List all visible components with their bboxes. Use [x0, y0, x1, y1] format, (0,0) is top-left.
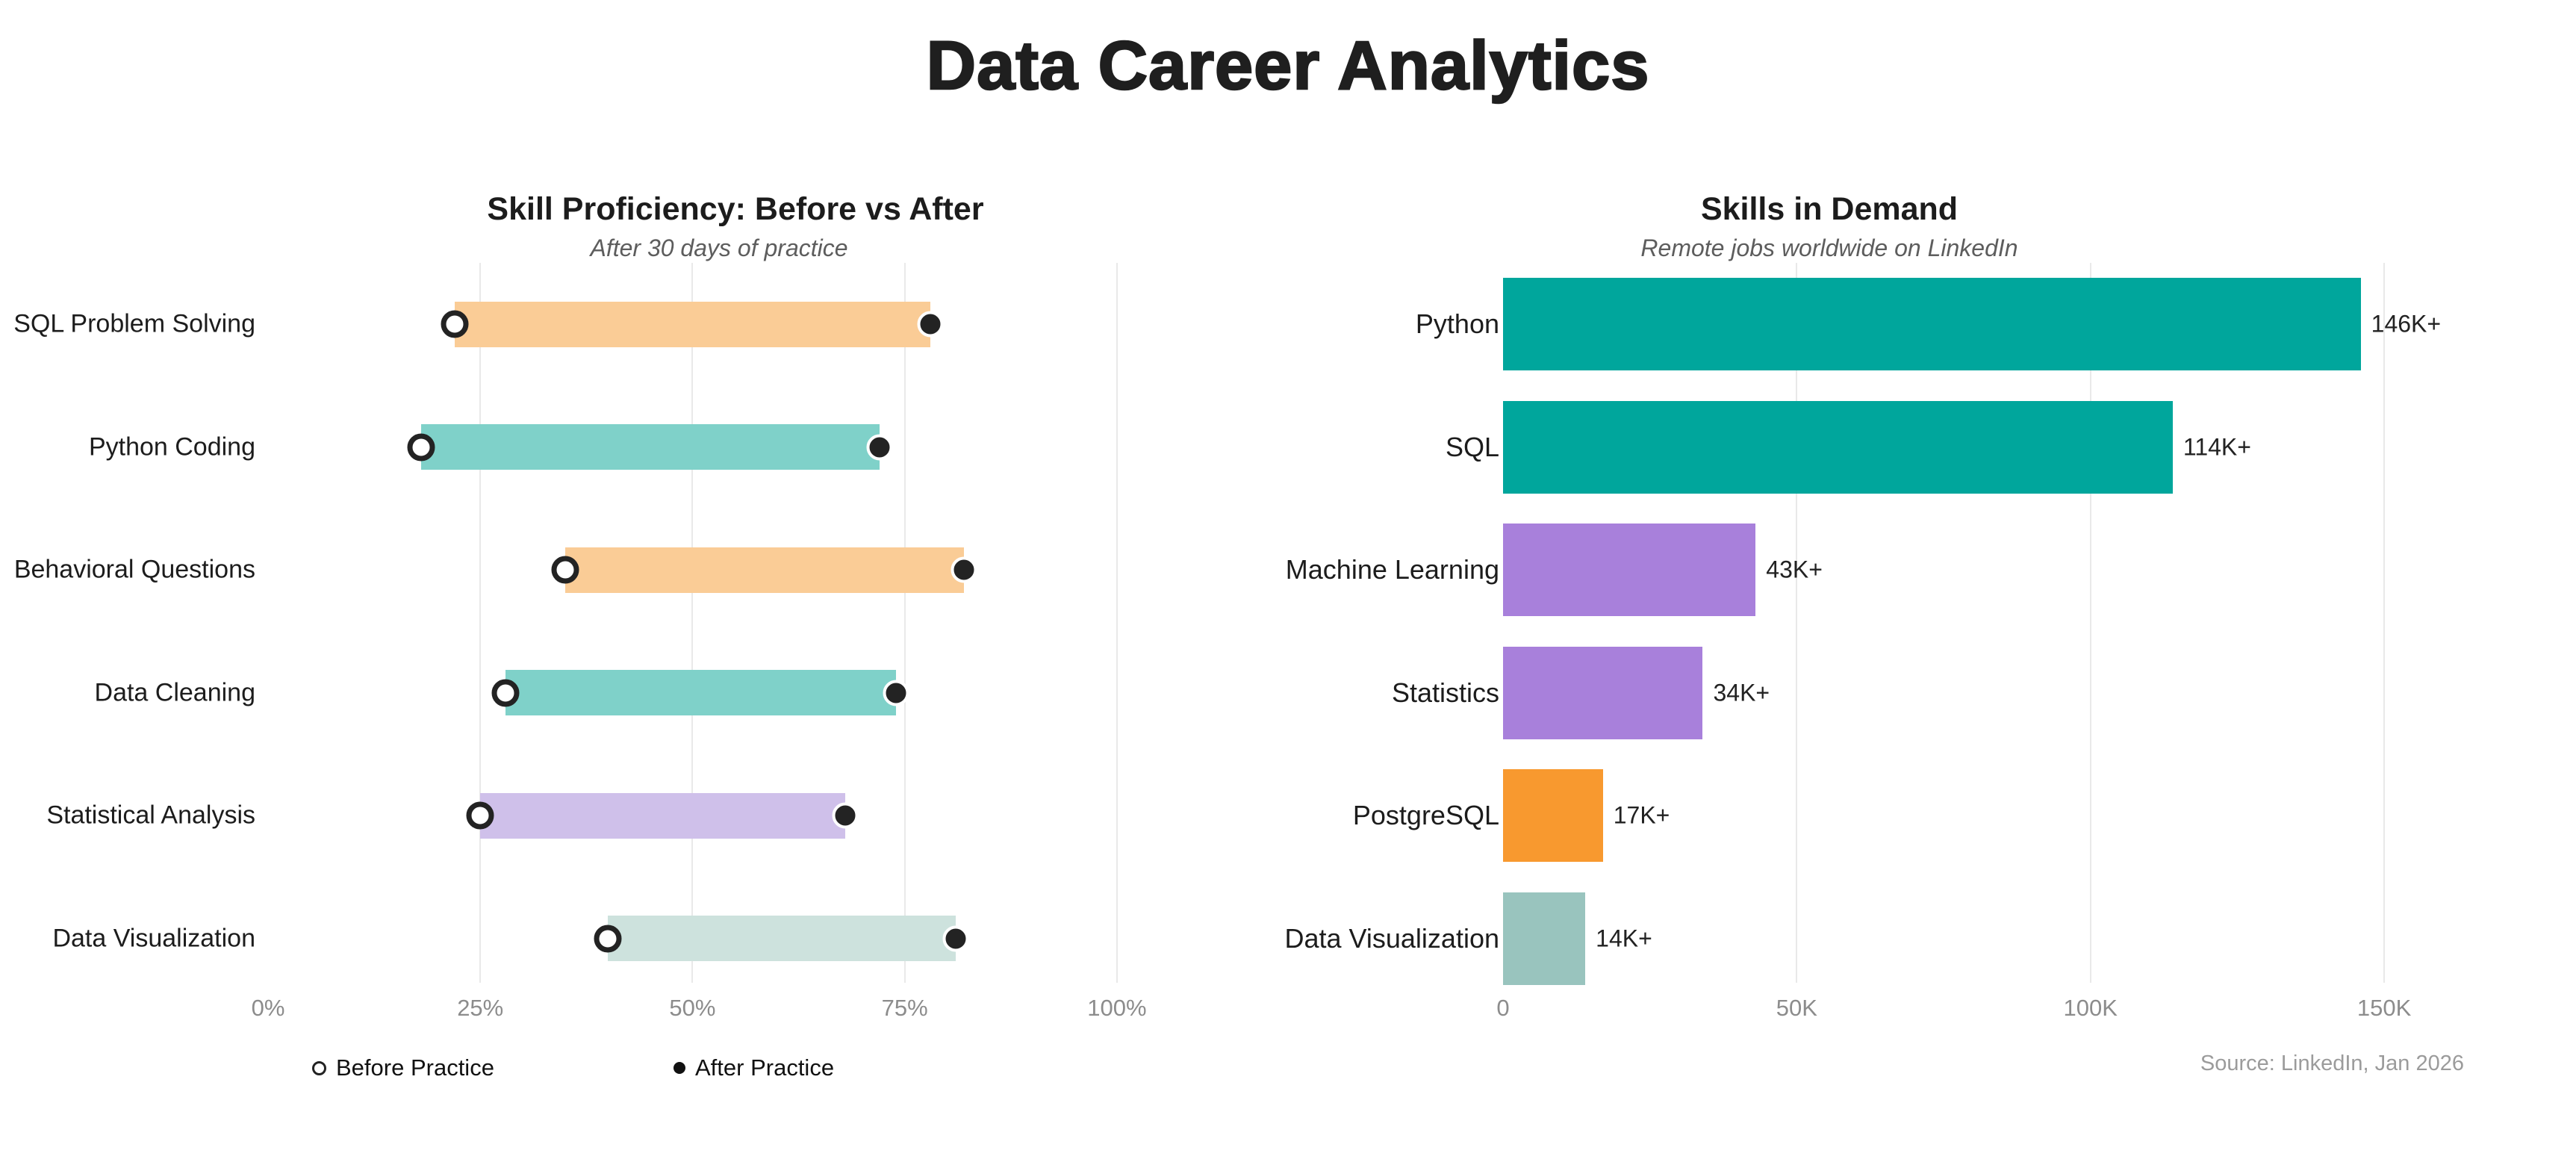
gridline	[479, 263, 482, 983]
x-tick-label: 50K	[1776, 995, 1817, 1021]
dumbbell-bar	[607, 916, 956, 962]
after-practice-marker	[942, 925, 969, 952]
after-practice-marker	[917, 311, 944, 338]
gridline	[903, 263, 906, 983]
before-practice-marker	[551, 556, 579, 584]
category-label: SQL	[1445, 431, 1499, 462]
category-label: Python	[1415, 308, 1499, 340]
before-practice-marker	[407, 433, 435, 462]
demand-bar	[1503, 524, 1756, 617]
filled-circle-icon	[673, 1062, 685, 1074]
bar-value-label: 114K+	[2183, 433, 2251, 461]
bar-value-label: 17K+	[1613, 801, 1670, 829]
category-label: Behavioral Questions	[13, 555, 255, 584]
after-practice-marker	[951, 556, 977, 583]
demand-bar	[1503, 892, 1586, 985]
bar-value-label: 146K+	[2371, 310, 2442, 338]
before-practice-marker	[466, 801, 494, 830]
source-note: Source: LinkedIn, Jan 2026	[2200, 1051, 2464, 1075]
x-tick-label: 100K	[2063, 995, 2118, 1021]
dumbbell-bar	[420, 424, 880, 470]
legend-item: Before Practice	[312, 1054, 494, 1081]
after-practice-marker	[832, 802, 859, 829]
category-label: Data Visualization	[1284, 922, 1499, 954]
dumbbell-bar	[505, 670, 897, 716]
bar-value-label: 43K+	[1766, 556, 1823, 583]
gridline	[1116, 263, 1118, 983]
category-label: Statistical Analysis	[46, 801, 255, 830]
skills-demand-subtitle: Remote jobs worldwide on LinkedIn	[1640, 234, 2018, 261]
skill-proficiency-title: Skill Proficiency: Before vs After	[487, 191, 984, 227]
category-label: Machine Learning	[1285, 554, 1499, 585]
category-label: Data Cleaning	[94, 678, 255, 707]
category-label: SQL Problem Solving	[13, 309, 255, 338]
x-tick-label: 75%	[881, 995, 928, 1021]
x-tick-label: 150K	[2356, 995, 2412, 1021]
gridline	[691, 263, 694, 983]
bar-value-label: 34K+	[1713, 679, 1770, 706]
demand-bar	[1503, 769, 1603, 863]
demand-bar	[1503, 646, 1703, 739]
x-tick-label: 100%	[1087, 995, 1147, 1021]
dumbbell-bar	[564, 547, 965, 593]
category-label: PostgreSQL	[1352, 800, 1499, 831]
gridline	[2383, 263, 2386, 983]
legend-label: After Practice	[695, 1054, 835, 1081]
legend-item: After Practice	[673, 1054, 834, 1081]
dumbbell-bar	[455, 301, 930, 347]
before-practice-marker	[441, 310, 469, 338]
before-practice-marker	[594, 925, 622, 953]
category-label: Statistics	[1391, 677, 1499, 708]
skill-proficiency-subtitle: After 30 days of practice	[590, 234, 848, 261]
x-tick-label: 0	[1496, 995, 1510, 1021]
demand-bar	[1503, 400, 2173, 494]
gridline	[1796, 263, 1798, 983]
after-practice-marker	[883, 680, 909, 706]
dumbbell-bar	[480, 792, 846, 839]
x-tick-label: 50%	[669, 995, 716, 1021]
x-tick-label: 0%	[251, 995, 285, 1021]
skills-demand-title: Skills in Demand	[1700, 191, 1959, 227]
x-tick-label: 25%	[457, 995, 504, 1021]
gridline	[2089, 263, 2091, 983]
demand-bar	[1503, 278, 2361, 371]
open-circle-icon	[312, 1060, 326, 1075]
bar-value-label: 14K+	[1596, 925, 1652, 952]
page-title: Data Career Analytics	[925, 27, 1650, 105]
legend-label: Before Practice	[336, 1054, 494, 1081]
category-label: Python Coding	[88, 432, 255, 462]
category-label: Data Visualization	[52, 924, 255, 953]
after-practice-marker	[866, 434, 893, 461]
before-practice-marker	[491, 679, 520, 707]
